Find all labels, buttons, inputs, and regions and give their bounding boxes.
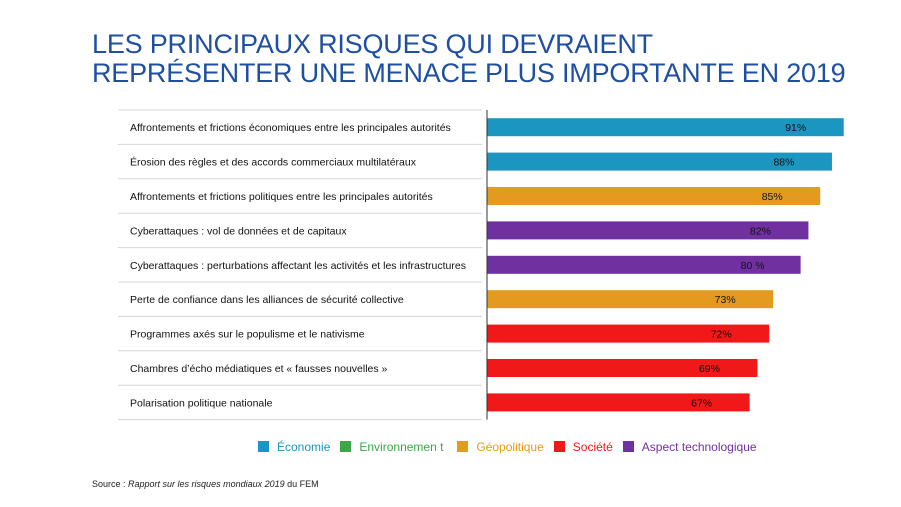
legend: Économie Environnemen t Géopolitique Sociét… <box>258 440 767 454</box>
legend-label: Économie <box>277 440 331 454</box>
legend-item-environnement: Environnemen t <box>340 440 447 454</box>
legend-swatch <box>340 441 352 452</box>
category-label: Cyberattaques : vol de données et de cap… <box>130 225 347 237</box>
data-label: 72% <box>711 329 732 341</box>
data-label: 67% <box>691 397 712 409</box>
bar <box>487 152 832 171</box>
bar <box>487 290 774 309</box>
legend-swatch <box>457 441 469 452</box>
category-label: Érosion des règles et des accords commer… <box>130 156 417 169</box>
data-label: 82% <box>750 225 771 237</box>
legend-label: Aspect technologique <box>641 440 757 454</box>
chart-title-line2: REPRÉSENTER UNE MENACE PLUS IMPORTANTE E… <box>92 58 846 88</box>
data-label: 88% <box>773 157 794 169</box>
chart-title: LES PRINCIPAUX RISQUES QUI DEVRAIENT REP… <box>92 30 872 88</box>
source-note: Source : Rapport sur les risques mondiau… <box>92 479 319 489</box>
legend-item-economie: Économie <box>258 440 330 454</box>
legend-label: Environnemen t <box>359 440 444 454</box>
bar-chart: Affrontements et frictions économiques e… <box>118 109 844 421</box>
bar <box>487 255 801 274</box>
bar <box>487 118 844 137</box>
source-suffix: du FEM <box>284 479 319 489</box>
source-reference: Rapport sur les risques mondiaux 2019 <box>128 479 285 489</box>
legend-swatch <box>622 441 634 452</box>
bar <box>487 393 750 412</box>
legend-label: Société <box>572 440 613 454</box>
bar <box>487 359 758 377</box>
category-label: Affrontements et frictions économiques e… <box>130 122 451 134</box>
legend-item-technologique: Aspect technologique <box>622 440 757 454</box>
bar <box>487 324 770 343</box>
category-label: Cyberattaques : perturbations affectant … <box>130 260 466 272</box>
data-label: 85% <box>762 191 783 203</box>
category-label: Perte de confiance dans les alliances de… <box>130 294 404 306</box>
legend-swatch <box>553 441 565 452</box>
legend-item-societe: Société <box>553 440 613 454</box>
category-label: Affrontements et frictions politiques en… <box>130 191 433 203</box>
legend-label: Géopolitique <box>476 440 544 454</box>
data-label: 80 % <box>741 260 765 272</box>
legend-item-geopolitique: Géopolitique <box>457 440 544 454</box>
data-label: 69% <box>699 363 720 375</box>
category-label: Programmes axés sur le populisme et le n… <box>130 329 365 341</box>
chart-title-line1: LES PRINCIPAUX RISQUES QUI DEVRAIENT <box>92 29 653 59</box>
bar <box>487 221 809 240</box>
category-label: Polarisation politique nationale <box>130 397 273 409</box>
data-label: 73% <box>715 294 736 306</box>
bar <box>487 187 821 205</box>
data-label: 91% <box>785 122 806 134</box>
source-prefix: Source : <box>92 479 129 489</box>
category-label: Chambres d’écho médiatiques et « fausses… <box>130 363 388 375</box>
legend-swatch <box>258 441 269 452</box>
